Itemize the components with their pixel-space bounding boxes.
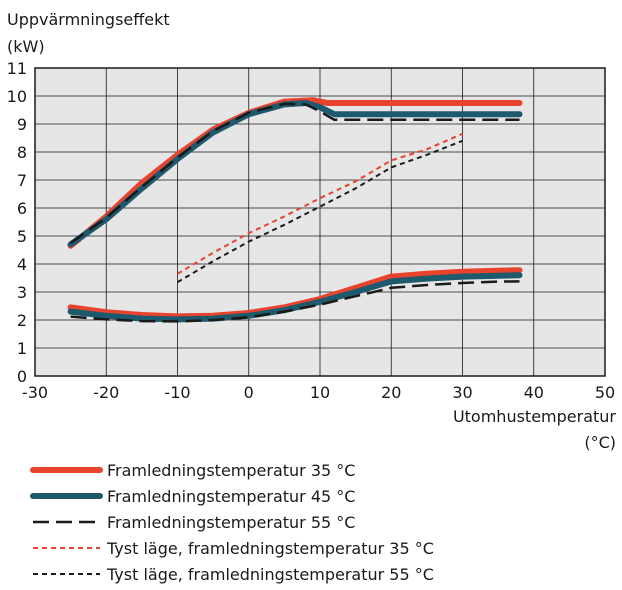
legend: Framledningstemperatur 35 °C Framlednings… [30, 461, 434, 584]
x-tick-label-8: 50 [595, 383, 615, 402]
x-tick-label-7: 40 [524, 383, 544, 402]
y-axis-label-line2: (kW) [7, 37, 45, 56]
series-2-curve-0 [69, 102, 520, 245]
legend-label-0: Framledningstemperatur 35 °C [107, 461, 355, 480]
y-tick-label-9: 9 [17, 115, 27, 134]
y-tick-label-1: 1 [17, 339, 27, 358]
y-tick-label-2: 2 [17, 311, 27, 330]
y-tick-label-10: 10 [7, 87, 27, 106]
y-tick-label-8: 8 [17, 143, 27, 162]
series-1-curve-1 [67, 272, 523, 323]
x-tick-label-3: 0 [244, 383, 254, 402]
plot-frame [34, 67, 606, 377]
y-axis-label-line1: Uppvärmningseffekt [7, 10, 170, 29]
x-tick-label-1: -20 [93, 383, 119, 402]
y-tick-label-5: 5 [17, 227, 27, 246]
y-tick-label-0: 0 [17, 367, 27, 386]
y-tick-label-6: 6 [17, 199, 27, 218]
legend-label-3: Tyst läge, framledningstemperatur 35 °C [106, 539, 434, 558]
series-layer [67, 97, 523, 323]
y-tick-label-11: 11 [7, 59, 27, 78]
legend-label-2: Framledningstemperatur 55 °C [107, 513, 355, 532]
x-axis-label-line1: Utomhustemperatur [453, 407, 616, 426]
series-4-curve-0 [176, 139, 463, 284]
y-tick-label-7: 7 [17, 171, 27, 190]
x-tick-labels: -30 -20 -10 0 10 20 30 40 50 [22, 383, 615, 402]
x-tick-label-0: -30 [22, 383, 48, 402]
y-tick-labels: 0 1 2 3 4 5 6 7 8 9 10 11 [7, 59, 27, 386]
x-tick-label-6: 30 [452, 383, 472, 402]
x-axis-label-line2: (°C) [584, 433, 616, 452]
legend-label-4: Tyst läge, framledningstemperatur 55 °C [106, 565, 434, 584]
series-3-curve-0 [176, 132, 463, 275]
x-tick-label-4: 10 [310, 383, 330, 402]
x-tick-label-5: 20 [381, 383, 401, 402]
y-tick-label-4: 4 [17, 255, 27, 274]
y-tick-label-3: 3 [17, 283, 27, 302]
series-2-curve-1 [70, 280, 520, 323]
legend-label-1: Framledningstemperatur 45 °C [107, 487, 355, 506]
x-tick-label-2: -10 [164, 383, 190, 402]
